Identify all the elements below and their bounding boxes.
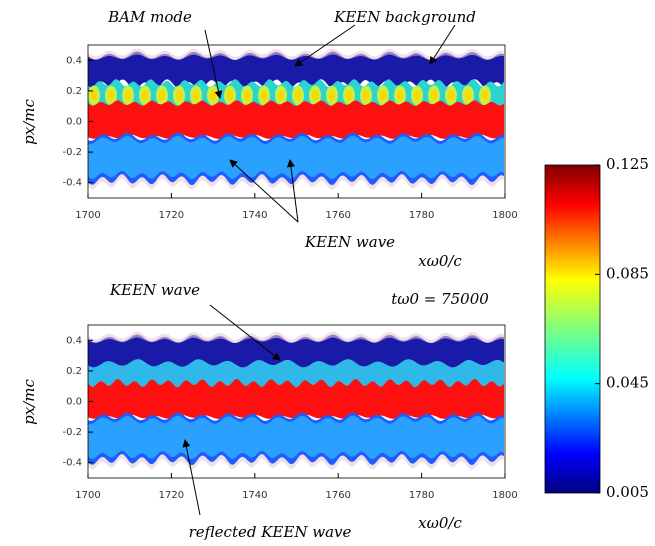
bam-blob: [193, 90, 199, 101]
x-tick-label: 1800: [492, 490, 517, 501]
bam-blob: [244, 90, 250, 101]
y-tick-label: 0.4: [66, 55, 82, 66]
x-tick-label: 1700: [75, 490, 100, 501]
y-tick-label: 0.0: [66, 397, 82, 408]
bam-blob: [329, 90, 335, 101]
bam-blob: [465, 90, 471, 101]
y-tick-label: 0.2: [66, 366, 82, 377]
bam-blob: [261, 90, 267, 101]
bam-blob: [108, 90, 114, 101]
bam-blob: [380, 90, 386, 101]
y-tick-label: -0.4: [62, 178, 82, 189]
colorbar-tick-label: 0.045: [606, 374, 649, 392]
phase-space-band: [88, 415, 504, 460]
bam-blob: [159, 90, 165, 101]
y-tick-label: 0.4: [66, 335, 82, 346]
colorbar-gradient: [544, 164, 601, 494]
bam-blob: [363, 90, 369, 101]
bam-blob: [227, 90, 233, 101]
x-tick-label: 1740: [242, 490, 267, 501]
phase-space-band: [88, 454, 504, 470]
bam-blob: [176, 90, 182, 101]
annotation: reflected KEEN wave: [189, 523, 352, 541]
colorbar-tick-label: 0.005: [606, 483, 649, 501]
panel-top: -0.4 -0.2 0.0 0.2 0.4 1700 1720 1740 1760 1780 180…: [62, 44, 518, 221]
annotation: KEEN background: [333, 8, 476, 26]
x-tick-label: 1780: [409, 490, 434, 501]
x-tick-label: 1700: [75, 210, 100, 221]
phase-space-band: [88, 174, 504, 190]
y-tick-label: -0.2: [62, 147, 82, 158]
y-tick-label: -0.2: [62, 427, 82, 438]
phase-space-band: [88, 359, 504, 388]
annotation: KEEN wave: [304, 233, 395, 251]
bam-blob: [295, 90, 301, 101]
x-tick-label: 1760: [325, 210, 350, 221]
y-axis-label: px/mc: [20, 99, 38, 145]
phase-space-band: [88, 331, 504, 344]
annotation: BAM mode: [107, 8, 192, 26]
x-tick-label: 1720: [159, 490, 184, 501]
phase-space-band: [88, 135, 504, 180]
panel-bottom: -0.4 -0.2 0.0 0.2 0.4 1700 1720 1740 1760 1780 180…: [62, 324, 518, 501]
bam-blob: [414, 90, 420, 101]
bam-blob: [125, 90, 131, 101]
arrows: [182, 24, 456, 516]
x-tick-label: 1780: [409, 210, 434, 221]
colorbar: 0.005 0.045 0.085 0.125: [544, 155, 649, 501]
x-tick-label: 1760: [325, 490, 350, 501]
y-tick-label: -0.4: [62, 458, 82, 469]
bam-blob: [91, 90, 97, 101]
colorbar-tick-label: 0.085: [606, 264, 649, 282]
x-tick-label: 1720: [159, 210, 184, 221]
colorbar-tick-label: 0.125: [606, 155, 649, 173]
x-axis-label: xω0/c: [418, 514, 462, 532]
phase-space-band: [88, 48, 504, 60]
y-tick-label: 0.0: [66, 117, 82, 128]
bam-blob: [278, 90, 284, 101]
annotation: KEEN wave: [109, 281, 200, 299]
y-axis-label: px/mc: [20, 379, 38, 425]
x-tick-label: 1740: [242, 210, 267, 221]
phase-space-band: [88, 100, 504, 139]
phase-space-band: [88, 51, 504, 91]
bam-blob: [431, 90, 437, 101]
bam-blob: [210, 90, 216, 101]
bam-blob: [312, 90, 318, 101]
bam-blob: [397, 90, 403, 101]
phase-space-band: [88, 378, 504, 419]
bam-blob: [346, 90, 352, 101]
time-label: tω0 = 75000: [391, 290, 489, 308]
bam-blob: [482, 90, 488, 101]
x-tick-label: 1800: [492, 210, 517, 221]
x-axis-label: xω0/c: [418, 252, 462, 270]
y-tick-label: 0.2: [66, 86, 82, 97]
bam-blob: [142, 90, 148, 101]
bam-blob: [448, 90, 454, 101]
